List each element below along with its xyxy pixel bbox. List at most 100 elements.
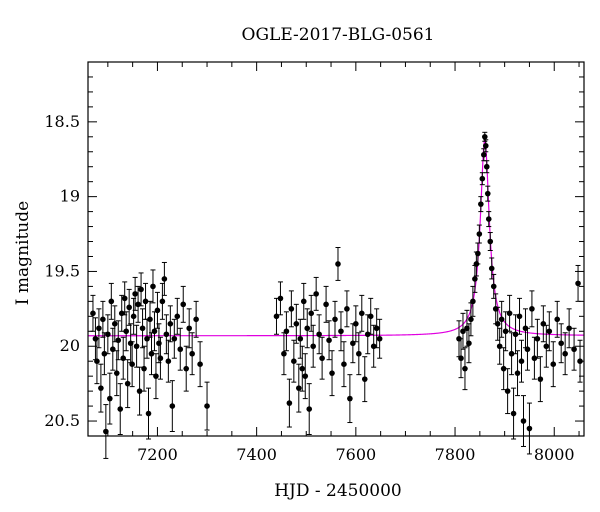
y-tick-label: 20 (60, 336, 80, 355)
data-point (332, 316, 338, 323)
plot-area: 7200 7400 7600 7800 8000 18.5 19 19.5 20 20.5 (44, 62, 585, 464)
data-point (302, 373, 309, 379)
data-point (108, 298, 115, 305)
data-point (367, 313, 374, 320)
y-axis-label: I magnitude (13, 201, 33, 305)
data-point (107, 395, 113, 402)
data-point (129, 361, 135, 367)
data-point (130, 313, 137, 320)
data-point (485, 216, 492, 222)
data-point (124, 380, 131, 387)
data-point (498, 316, 505, 323)
data-point (98, 385, 104, 391)
data-point (577, 358, 583, 365)
data-point (153, 373, 159, 379)
plot-frame (87, 61, 585, 437)
data-point (316, 331, 322, 338)
x-tick-label: 7400 (236, 445, 277, 464)
data-point (177, 346, 184, 353)
data-point (297, 335, 304, 342)
x-axis-label: HJD - 2450000 (274, 481, 402, 501)
data-point (183, 365, 190, 372)
data-point (508, 350, 515, 357)
data-point (165, 358, 172, 365)
data-point (483, 163, 490, 170)
data-point (526, 425, 533, 432)
data-point (313, 291, 319, 297)
data-point (361, 376, 368, 382)
data-point (319, 355, 325, 362)
data-point (163, 331, 170, 338)
data-point (288, 306, 295, 312)
data-point (197, 361, 203, 367)
data-point (562, 350, 568, 357)
data-point (90, 310, 96, 317)
data-point (126, 304, 132, 311)
data-point (524, 346, 531, 353)
data-point (101, 350, 108, 357)
data-point (566, 325, 572, 332)
data-point (344, 306, 350, 312)
data-point (472, 276, 478, 282)
data-point (281, 350, 287, 357)
x-tick-label: 7600 (335, 445, 376, 464)
data-point (113, 370, 120, 376)
data-point (105, 331, 111, 338)
data-point (115, 337, 122, 344)
data-point (304, 325, 311, 332)
data-point (376, 335, 383, 342)
data-point (157, 355, 164, 362)
data-point (296, 385, 302, 391)
data-point (490, 283, 497, 290)
data-point (546, 328, 553, 335)
data-point (488, 265, 495, 272)
data-point (161, 276, 168, 282)
data-point (543, 343, 550, 350)
data-point (133, 343, 140, 350)
data-point (335, 261, 341, 267)
data-point (554, 316, 561, 323)
data-point (484, 190, 491, 197)
data-point (494, 321, 501, 327)
data-point (136, 388, 143, 394)
data-point (347, 395, 353, 402)
data-point (94, 358, 100, 365)
data-point (550, 361, 557, 367)
data-point (460, 328, 466, 335)
data-point (139, 325, 146, 332)
data-point (514, 370, 521, 376)
data-point (117, 406, 124, 412)
data-point (326, 337, 332, 344)
data-point (329, 370, 335, 376)
data-point (120, 355, 127, 362)
data-point (481, 151, 487, 158)
y-tick-label: 19 (60, 187, 80, 206)
data-point (141, 365, 147, 372)
data-point (364, 331, 371, 338)
data-point (100, 316, 106, 323)
data-point (482, 134, 488, 140)
data-point (189, 350, 195, 357)
data-point (531, 355, 538, 362)
data-point (479, 175, 486, 182)
x-tick-label: 8000 (534, 445, 575, 464)
data-point (571, 346, 577, 353)
data-point (518, 358, 525, 365)
data-point (496, 343, 503, 350)
data-point (286, 400, 293, 406)
data-point (154, 307, 161, 314)
data-point (121, 295, 128, 302)
data-point (277, 295, 284, 302)
data-point (111, 321, 118, 327)
data-point (470, 298, 476, 305)
data-point (506, 310, 513, 317)
data-point (204, 403, 210, 409)
data-point (512, 331, 519, 338)
data-point (174, 313, 181, 320)
data-point (110, 346, 116, 353)
data-point (283, 328, 290, 335)
data-point (310, 343, 316, 350)
data-point (147, 316, 153, 323)
data-point (148, 350, 155, 357)
data-point (142, 298, 149, 305)
